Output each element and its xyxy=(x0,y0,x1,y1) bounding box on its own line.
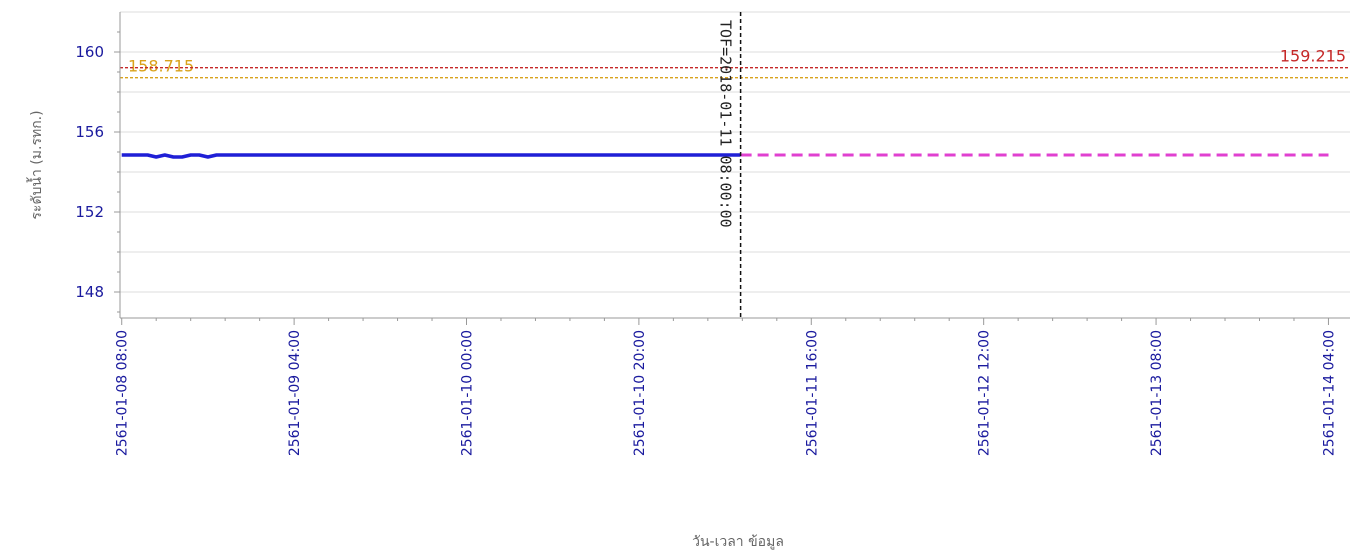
x-tick-label: 2561-01-13 08:00 xyxy=(1149,330,1165,456)
x-axis-ticks: 2561-01-08 08:00 2561-01-09 04:00 2561-01-… xyxy=(115,318,1337,456)
reference-lines: 158.715 159.215 xyxy=(120,47,1350,79)
y-tick-label: 156 xyxy=(75,123,104,141)
x-tick-label: 2561-01-14 04:00 xyxy=(1321,330,1337,456)
x-tick-label: 2561-01-12 12:00 xyxy=(977,330,993,456)
x-tick-label: 2561-01-10 20:00 xyxy=(632,330,648,456)
reference-line-label: 159.215 xyxy=(1280,47,1346,66)
x-axis-title: วัน-เวลา ข้อมูล xyxy=(692,534,784,550)
y-tick-label: 160 xyxy=(75,43,104,61)
x-tick-label: 2561-01-08 08:00 xyxy=(115,330,131,456)
y-tick-label: 152 xyxy=(75,203,104,221)
x-tick-label: 2561-01-11 16:00 xyxy=(804,330,820,456)
y-tick-label: 148 xyxy=(75,283,104,301)
x-tick-label: 2561-01-09 04:00 xyxy=(287,330,303,456)
tof-marker: TOF=2018-01-11 08:00:00 xyxy=(717,12,742,318)
y-axis-title: ระดับน้ำ (ม.รทก.) xyxy=(26,110,45,219)
y-axis-ticks: 148 152 156 160 xyxy=(75,31,120,313)
grid-lines xyxy=(120,11,1350,293)
observed-series-line xyxy=(121,153,741,159)
tof-marker-label: TOF=2018-01-11 08:00:00 xyxy=(717,20,735,228)
reference-line-label: 158.715 xyxy=(128,57,194,76)
x-tick-label: 2561-01-10 00:00 xyxy=(460,330,476,456)
series-layer xyxy=(121,153,1329,159)
